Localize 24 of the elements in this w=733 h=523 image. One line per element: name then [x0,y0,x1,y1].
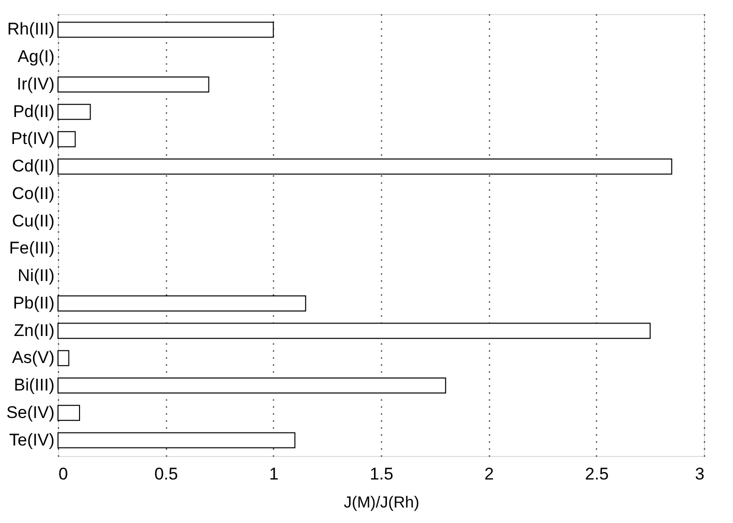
x-tick-label: 2.5 [585,464,609,484]
y-tick-label: Cd(II) [12,156,54,176]
y-tick-label: Cu(II) [12,211,54,230]
x-tick-label: 3 [695,464,704,484]
y-tick-label: Ir(IV) [16,74,54,94]
y-tick-label: Bi(III) [14,376,54,395]
y-tick-label: Fe(III) [9,238,54,258]
x-tick-label: 0.5 [154,464,178,484]
y-tick-label: Se(IV) [6,402,54,422]
y-tick-label: As(V) [12,348,54,368]
y-tick-label: Rh(III) [7,20,54,39]
y-tick-label: Zn(II) [14,320,54,340]
y-tick-label: Te(IV) [9,430,54,450]
x-tick-label: 1.5 [370,464,394,484]
y-tick-label: Co(II) [12,184,54,203]
x-tick-label: 0 [58,464,68,484]
y-tick-label: Pt(IV) [11,129,54,148]
y-tick-label: Ni(II) [18,266,54,286]
x-tick-label: 1 [269,464,279,484]
x-tick-label: 2 [484,464,494,484]
y-tick-label: Pd(II) [12,102,54,121]
x-axis-title: J(M)/J(Rh) [344,494,420,512]
y-tick-label: Ag(I) [18,47,54,66]
y-tick-label: Pb(II) [12,293,54,312]
